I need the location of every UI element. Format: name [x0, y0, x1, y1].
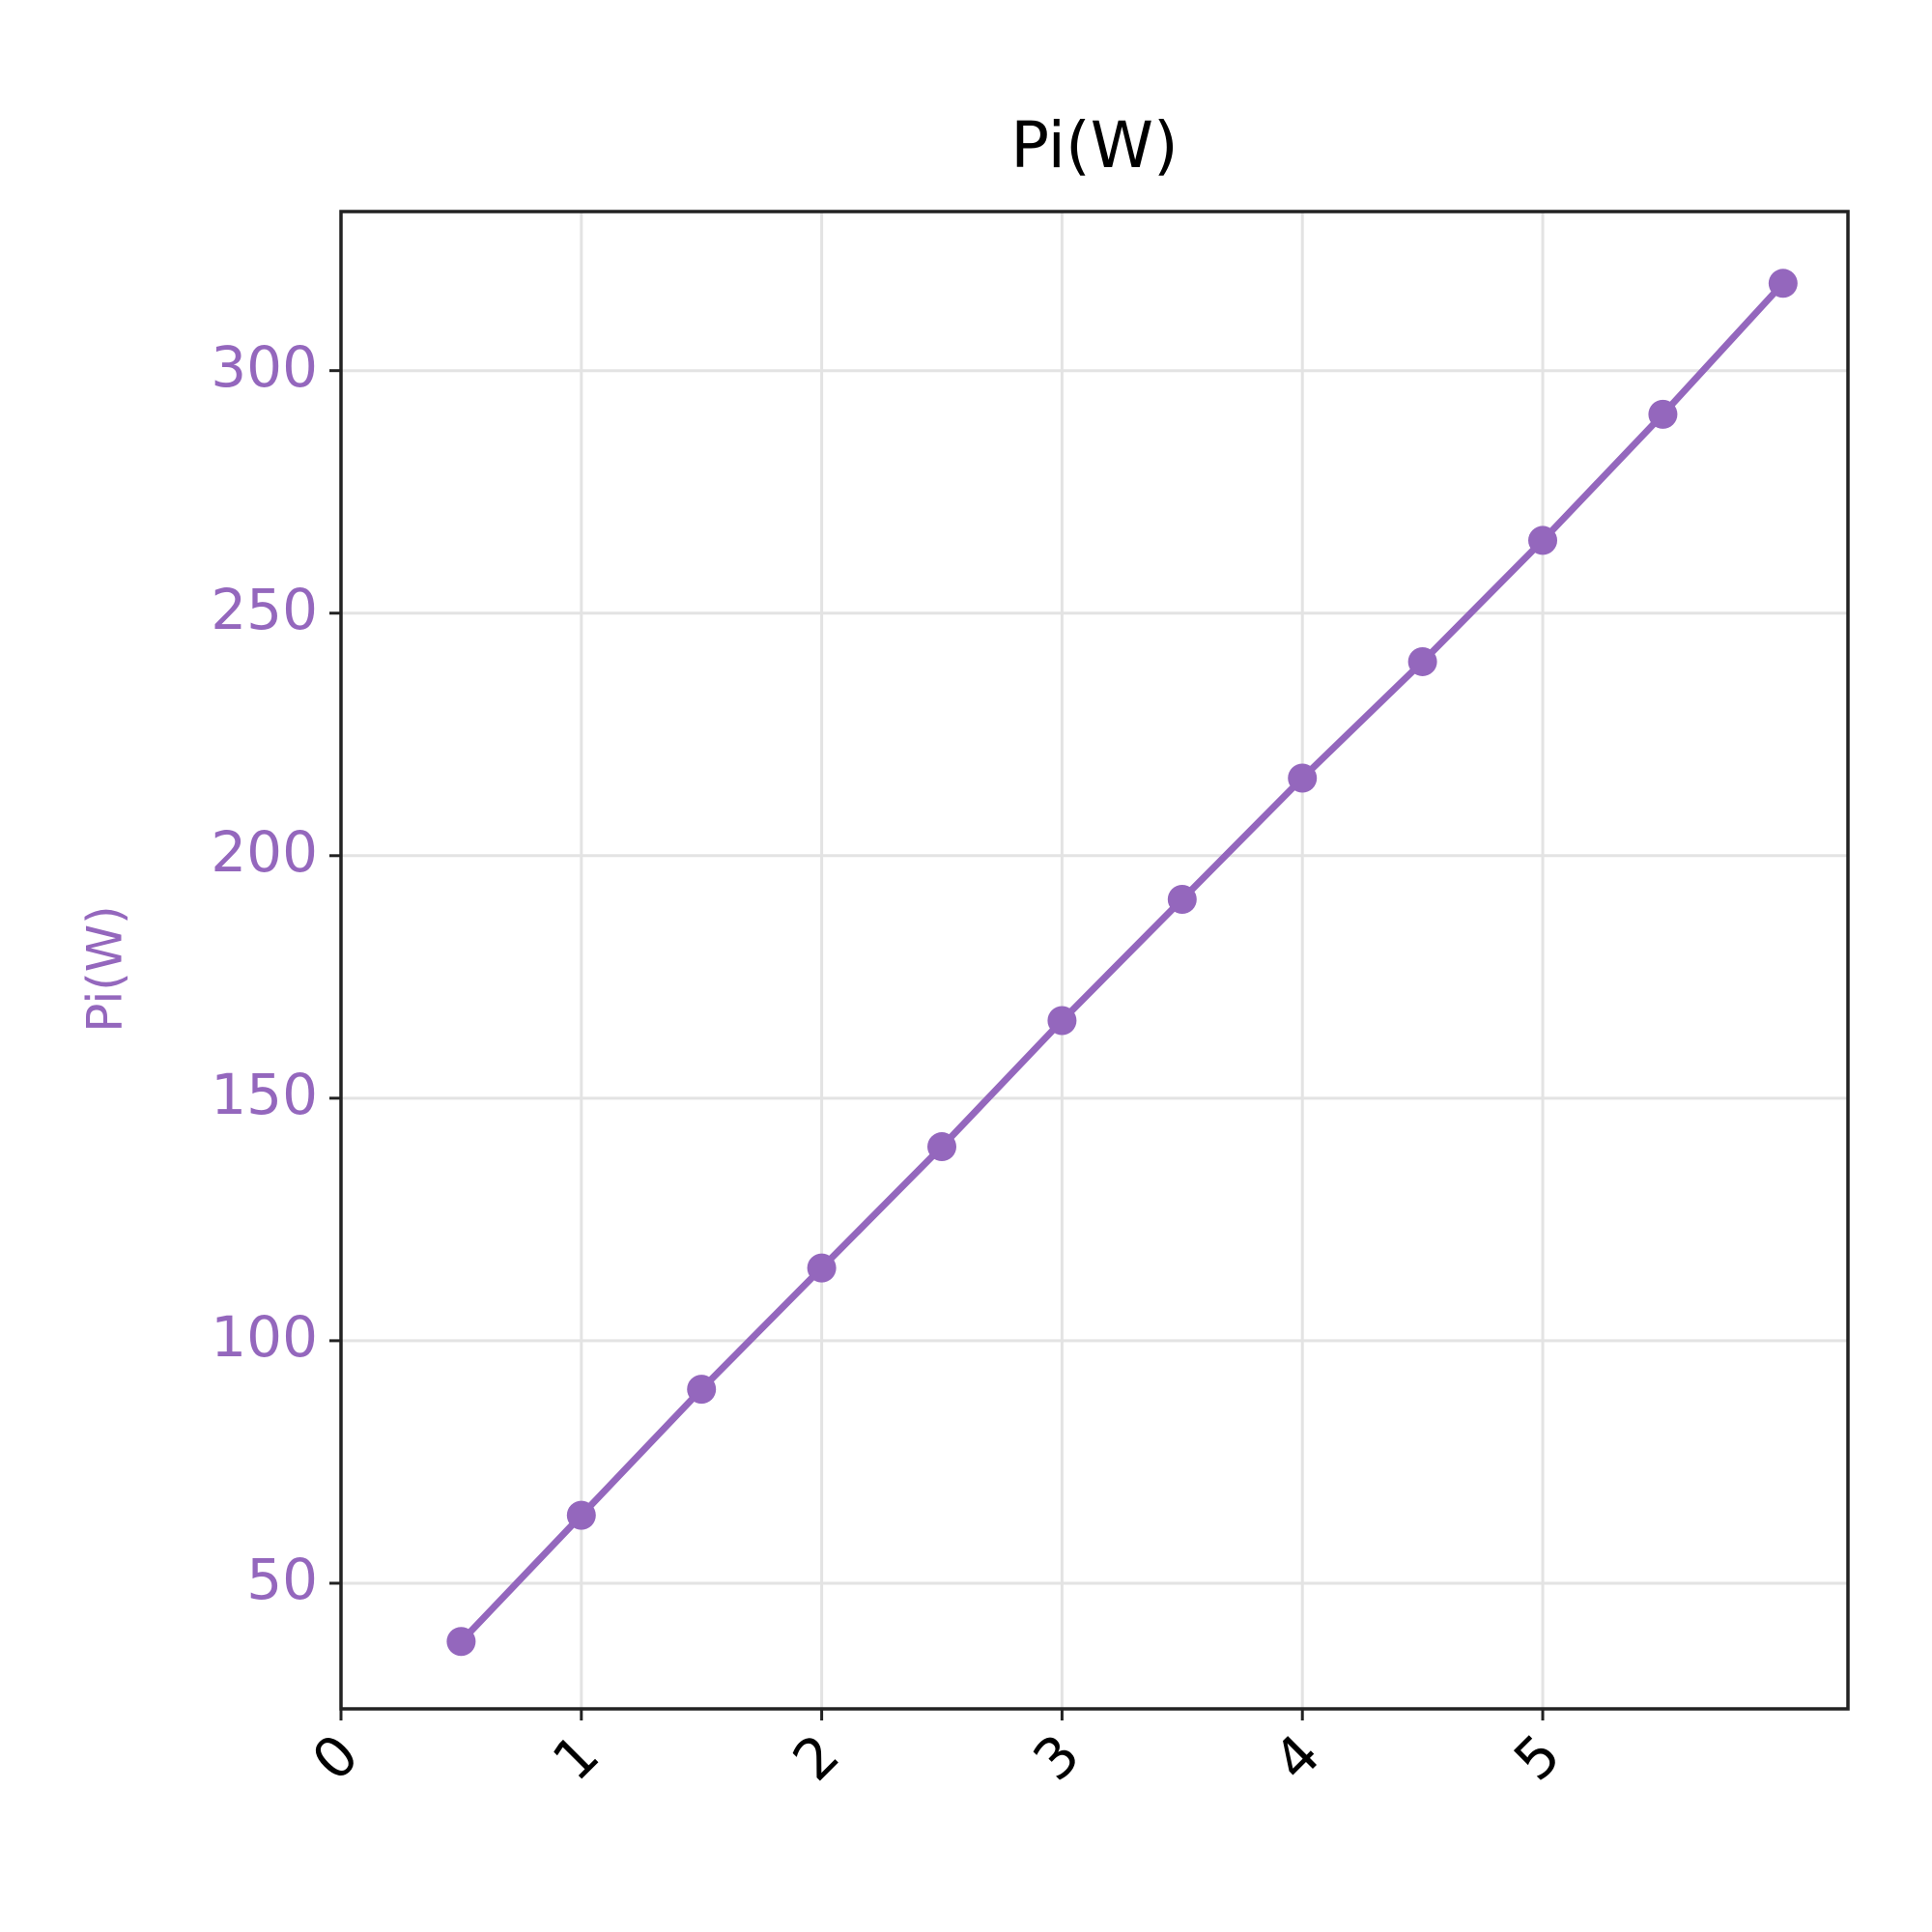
y-tick-label: 300	[211, 334, 318, 400]
x-tick-label: 5	[1501, 1721, 1573, 1793]
data-point	[807, 1253, 837, 1283]
y-tick-label: 250	[211, 577, 318, 642]
data-point	[1528, 526, 1558, 555]
x-tick-label: 0	[299, 1721, 371, 1793]
y-tick-label: 50	[246, 1547, 318, 1612]
data-point	[1167, 884, 1197, 914]
data-point	[566, 1500, 596, 1530]
x-tick-label: 4	[1261, 1721, 1332, 1793]
x-tick-label: 2	[781, 1721, 852, 1793]
data-line	[458, 280, 1786, 1644]
plot-frame	[339, 210, 1850, 1711]
x-tick-label: 3	[1021, 1721, 1093, 1793]
data-point	[1288, 763, 1318, 793]
data-point	[687, 1375, 717, 1405]
data-point	[1648, 399, 1678, 429]
y-axis-label: Pi(W)	[77, 905, 133, 1032]
y-tick-label: 100	[211, 1304, 318, 1370]
y-tick-label: 200	[211, 819, 318, 885]
data-point	[927, 1132, 957, 1162]
data-point	[1047, 1006, 1077, 1036]
data-point	[1768, 269, 1798, 298]
chart-title: Pi(W)	[1010, 108, 1178, 183]
data-point	[446, 1627, 476, 1657]
data-point	[1407, 646, 1437, 676]
y-tick-label: 150	[211, 1062, 318, 1127]
x-tick-label: 1	[540, 1721, 611, 1793]
